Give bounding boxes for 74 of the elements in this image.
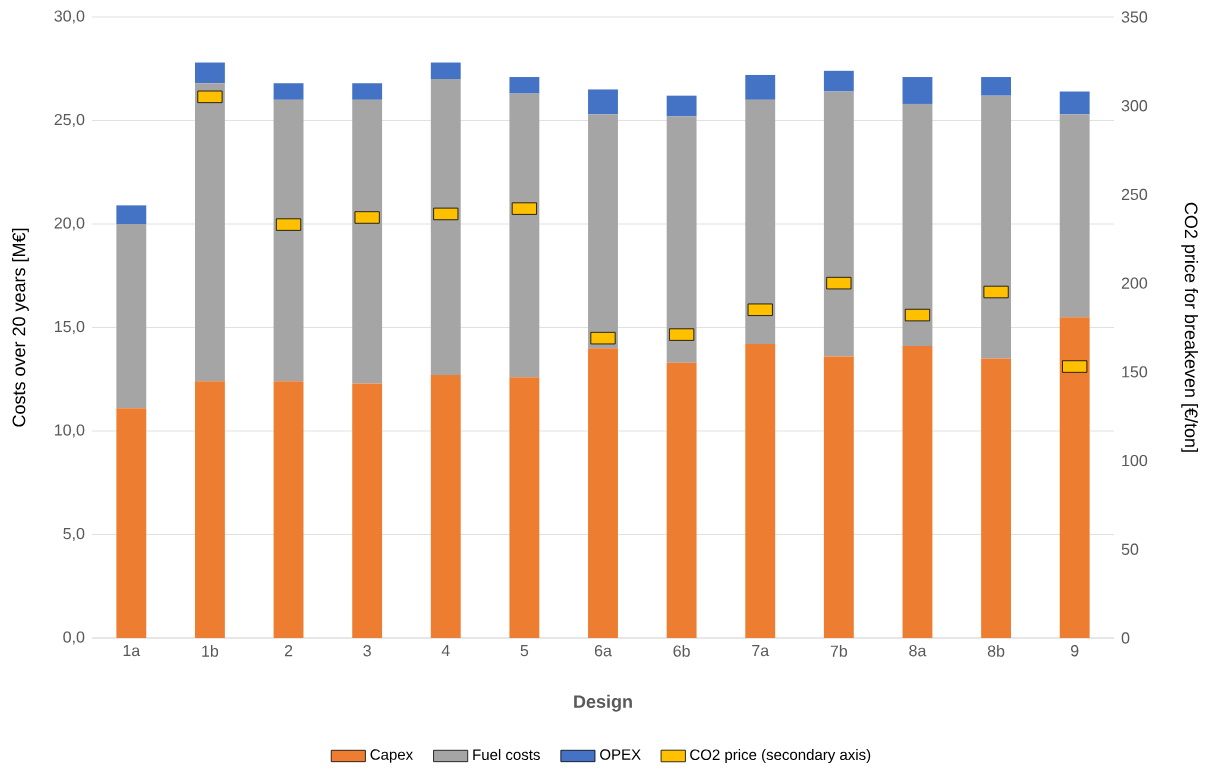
y-tick-label: 0,0 — [63, 631, 85, 645]
y2-axis-title: CO2 price for breakeven [€/ton] — [1181, 202, 1199, 452]
bar — [430, 375, 461, 638]
bar — [352, 99, 383, 384]
x-tick-label: 8a — [909, 645, 927, 657]
y2-tick-label: 0 — [1121, 632, 1130, 644]
x-tick-label: 3 — [363, 645, 371, 657]
bar — [116, 408, 147, 638]
y2-tick-label: 150 — [1122, 366, 1148, 378]
x-axis-title: Design — [574, 694, 632, 712]
y-tick-label: 20,0 — [54, 217, 85, 231]
bar — [981, 77, 1012, 96]
y2-tick-label: 350 — [1121, 11, 1148, 23]
bar — [902, 346, 933, 638]
x-tick-label: 4 — [441, 645, 450, 657]
bar — [823, 356, 854, 638]
bar — [352, 83, 383, 100]
bar — [509, 377, 540, 638]
y-tick-label: 30,0 — [54, 10, 85, 24]
bar — [1059, 317, 1090, 638]
bar — [1059, 91, 1090, 115]
bar — [273, 83, 304, 100]
x-tick-label: 8b — [987, 645, 1005, 657]
bar — [116, 205, 147, 224]
x-tick-label: 1b — [202, 645, 219, 657]
bar — [509, 77, 540, 94]
x-tick-label: 9 — [1070, 645, 1079, 657]
bar — [666, 362, 697, 638]
y-tick-label: 15,0 — [55, 320, 85, 335]
bar — [273, 381, 304, 638]
bar — [588, 89, 618, 115]
bar — [981, 95, 1012, 359]
bar — [981, 358, 1012, 638]
x-tick-label: 6b — [673, 645, 690, 657]
bar — [509, 93, 540, 378]
bar — [588, 348, 618, 638]
y2-tick-label: 100 — [1122, 454, 1148, 467]
bar — [116, 224, 147, 409]
bar — [1059, 114, 1090, 318]
x-tick-label: 7b — [830, 645, 848, 657]
legend-label: OPEX — [600, 749, 641, 760]
bar — [823, 70, 854, 92]
bar — [194, 62, 225, 84]
bar — [588, 114, 618, 349]
bar — [902, 103, 933, 347]
y2-tick-label: 50 — [1121, 543, 1139, 555]
bar — [666, 95, 697, 117]
y2-tick-label: 200 — [1121, 277, 1148, 289]
x-tick-label: 7a — [752, 645, 770, 657]
x-tick-label: 2 — [284, 645, 293, 657]
legend-label: CO2 price (secondary axis) — [690, 749, 871, 764]
bar — [745, 74, 776, 100]
x-tick-label: 6a — [594, 645, 612, 657]
bar — [352, 383, 383, 638]
y2-tick-label: 300 — [1121, 100, 1148, 112]
legend-label: Fuel costs — [473, 749, 540, 761]
y2-tick-label: 250 — [1121, 188, 1148, 201]
x-tick-label: 5 — [520, 645, 529, 657]
y-tick-label: 25,0 — [54, 113, 85, 128]
legend-label: Capex — [370, 749, 413, 763]
bar — [430, 79, 461, 376]
y-tick-label: 10,0 — [55, 424, 85, 438]
y-tick-label: 5,0 — [63, 527, 85, 542]
bar — [745, 99, 776, 345]
y-axis-title: Costs over 20 years [M€] — [12, 228, 29, 427]
bar — [823, 91, 854, 357]
bar — [666, 116, 697, 363]
x-tick-label: 1a — [123, 645, 141, 657]
bar — [430, 62, 461, 80]
bar — [194, 83, 225, 382]
bar — [194, 381, 225, 638]
bar — [745, 344, 776, 638]
bar — [902, 77, 933, 104]
bar — [273, 99, 304, 382]
